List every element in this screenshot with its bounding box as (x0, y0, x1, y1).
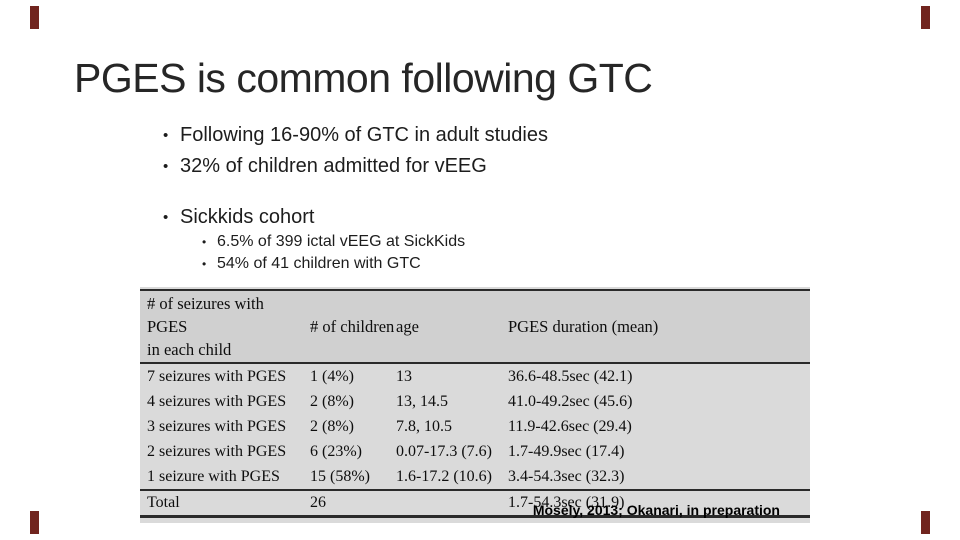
column-header-children: # of children (303, 290, 394, 364)
table-cell: 4 seizures with PGES (147, 392, 287, 410)
table-cell: 2 (8%) (310, 392, 354, 410)
table-cell: 3.4-54.3sec (32.3) (508, 467, 625, 485)
table-total-row: Total 26 1.7-54.3sec (31.9) (140, 489, 810, 517)
bullet-list: • Following 16-90% of GTC in adult studi… (160, 120, 800, 233)
bullet-icon: • (163, 158, 169, 175)
table-cell: 2 (8%) (310, 417, 354, 435)
bullet-icon: • (202, 235, 207, 249)
pges-data-table: # of seizures with PGES in each child # … (140, 287, 810, 523)
table-cell: 7 seizures with PGES (147, 367, 287, 385)
sub-bullet-item: • 54% of 41 children with GTC (202, 253, 762, 275)
table-row: 4 seizures with PGES 2 (8%) 13, 14.5 41.… (140, 389, 810, 414)
corner-accent-top-left (30, 6, 39, 29)
bullet-item-cohort: • Sickkids cohort (160, 202, 800, 233)
sub-bullet-text: 54% of 41 children with GTC (217, 255, 421, 272)
table-cell: 6 (23%) (310, 442, 362, 460)
slide-title: PGES is common following GTC (74, 55, 653, 101)
table-cell: 1 (4%) (310, 367, 354, 385)
corner-accent-bottom-right (921, 511, 930, 534)
table-cell: Total (140, 489, 303, 517)
bullet-text: 32% of children admitted for vEEG (180, 155, 487, 177)
bullet-item: • Following 16-90% of GTC in adult studi… (160, 120, 800, 151)
bullet-text: Sickkids cohort (180, 206, 315, 228)
bullet-text: Following 16-90% of GTC in adult studies (180, 124, 548, 146)
corner-accent-bottom-left (30, 511, 39, 534)
table-row: 2 seizures with PGES 6 (23%) 0.07-17.3 (… (140, 439, 810, 464)
table-cell: 36.6-48.5sec (42.1) (508, 367, 633, 385)
table-cell: 3 seizures with PGES (147, 417, 287, 435)
table: # of seizures with PGES in each child # … (140, 289, 810, 518)
table-cell: 0.07-17.3 (7.6) (396, 442, 492, 460)
table-cell: 1 seizure with PGES (147, 467, 280, 485)
corner-accent-top-right (921, 6, 930, 29)
bullet-icon: • (163, 127, 169, 144)
table-cell: 26 (303, 489, 389, 517)
table-cell: 1.7-49.9sec (17.4) (508, 442, 625, 460)
table-cell: 1.7-54.3sec (31.9) (501, 489, 810, 517)
table-cell: 15 (58%) (310, 467, 370, 485)
table-header-row: # of seizures with PGES in each child # … (140, 290, 810, 364)
bullet-item: • 32% of children admitted for vEEG (160, 151, 800, 182)
table-cell: 13 (396, 367, 412, 385)
table-cell: 13, 14.5 (396, 392, 448, 410)
column-header-age: age (389, 290, 501, 364)
column-header-duration: PGES duration (mean) (501, 290, 810, 364)
table-row: 1 seizure with PGES 15 (58%) 1.6-17.2 (1… (140, 464, 810, 490)
bullet-icon: • (163, 209, 169, 226)
table-cell: 11.9-42.6sec (29.4) (508, 417, 632, 435)
sub-bullet-list: • 6.5% of 399 ictal vEEG at SickKids • 5… (202, 231, 762, 275)
table-cell: 41.0-49.2sec (45.6) (508, 392, 633, 410)
table-cell (389, 489, 501, 517)
column-header-seizures: # of seizures with PGES in each child (140, 290, 303, 364)
sub-bullet-item: • 6.5% of 399 ictal vEEG at SickKids (202, 231, 762, 253)
table-cell: 7.8, 10.5 (396, 417, 452, 435)
sub-bullet-text: 6.5% of 399 ictal vEEG at SickKids (217, 233, 466, 250)
bullet-icon: • (202, 257, 207, 271)
table-cell: 1.6-17.2 (10.6) (396, 467, 492, 485)
table-row: 3 seizures with PGES 2 (8%) 7.8, 10.5 11… (140, 414, 810, 439)
citation-text: Mosely, 2013; Okanari, in preparation (532, 502, 780, 518)
table-row: 7 seizures with PGES 1 (4%) 13 36.6-48.5… (140, 363, 810, 389)
table-cell: 2 seizures with PGES (147, 442, 287, 460)
